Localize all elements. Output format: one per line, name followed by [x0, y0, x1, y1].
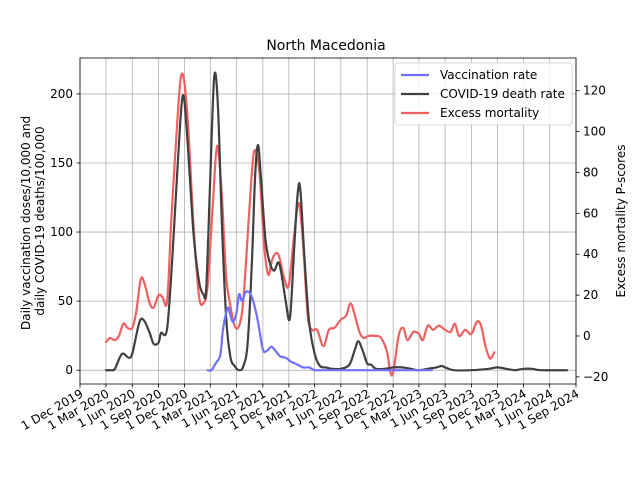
left-axis-label-line-2: daily COVID-19 deaths/100,000 [33, 126, 47, 315]
legend-label-vaccination-rate: Vaccination rate [440, 68, 537, 82]
left-tick-label: 50 [58, 294, 73, 308]
plot-frame [79, 57, 577, 385]
right-tick-label: 0 [583, 329, 591, 343]
left-axis-label-line-1: Daily vaccination doses/10,000 and [19, 116, 33, 330]
left-tick-label: 150 [50, 156, 73, 170]
chart-title: North Macedonia [266, 38, 385, 54]
vaccination-rate-line [206, 290, 433, 372]
legend: Vaccination rate COVID-19 death rate Exces… [394, 62, 573, 126]
legend-label-excess-mortality: Excess mortality [440, 106, 539, 120]
right-tick-label: 60 [583, 206, 598, 220]
legend-box [394, 62, 573, 126]
legend-label-covid-19-death-rate: COVID-19 death rate [440, 87, 565, 101]
right-tick-label: 100 [583, 125, 606, 139]
left-axis: 0 50 100 150 200 [50, 87, 80, 377]
left-axis-label: Daily vaccination doses/10,000 and daily… [19, 112, 47, 330]
right-axis-label: Excess mortality P-scores [614, 145, 628, 298]
right-tick-label: −20 [583, 370, 608, 384]
excess-mortality-line [104, 72, 496, 377]
left-tick-label: 200 [50, 87, 73, 101]
right-tick-label: 40 [583, 247, 598, 261]
right-tick-label: 20 [583, 288, 598, 302]
right-tick-label: 120 [583, 84, 606, 98]
right-axis: −20 0 20 40 60 80 100 120 [576, 84, 608, 384]
left-tick-label: 0 [65, 363, 73, 377]
series-layer [104, 71, 569, 377]
left-tick-label: 100 [50, 225, 73, 239]
right-tick-label: 80 [583, 165, 598, 179]
